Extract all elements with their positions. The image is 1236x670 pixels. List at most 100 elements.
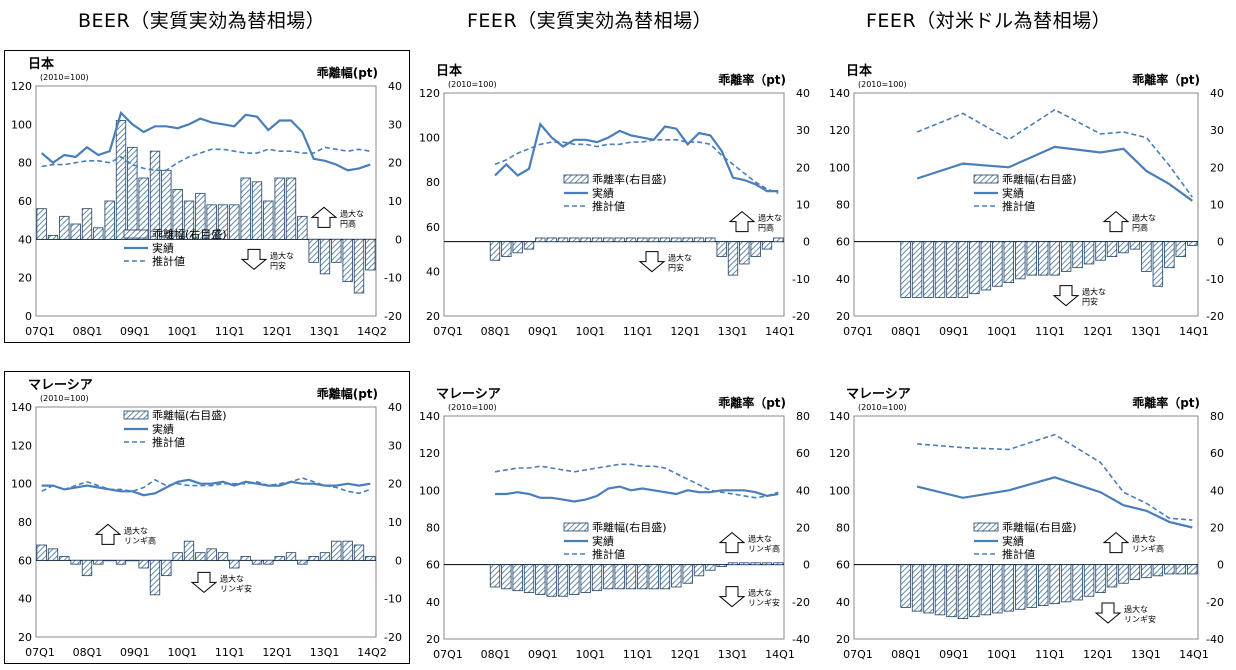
bar-mark bbox=[1152, 564, 1164, 577]
right-axis-tick-label: 20 bbox=[388, 157, 402, 170]
x-axis-tick-label: 10Q1 bbox=[575, 325, 605, 338]
x-axis-tick-label: 11Q1 bbox=[215, 325, 245, 338]
left-axis-tick-label: 60 bbox=[836, 236, 850, 249]
bar-mark bbox=[546, 237, 557, 243]
down-arrow-icon bbox=[1052, 285, 1080, 307]
chart-country-label: マレーシア bbox=[28, 378, 93, 393]
bar-mark bbox=[1003, 241, 1015, 283]
x-axis-tick-label: 13Q1 bbox=[718, 325, 748, 338]
annotation-label: 円安 bbox=[668, 263, 684, 273]
x-axis-tick-label: 14Q2 bbox=[357, 646, 387, 659]
x-axis-tick-label: 07Q1 bbox=[843, 325, 873, 338]
bar-mark bbox=[1060, 241, 1072, 272]
bar-mark bbox=[172, 552, 183, 561]
legend-bar-swatch bbox=[973, 522, 999, 532]
down-arrow-icon bbox=[240, 248, 268, 270]
right-axis-tick-label: 20 bbox=[1210, 161, 1224, 174]
bar-mark bbox=[1175, 241, 1187, 257]
right-axis-tick-label: 0 bbox=[803, 236, 810, 249]
legend-estimate-label: 推計値 bbox=[592, 547, 625, 561]
right-axis-tick-label: 30 bbox=[796, 124, 810, 137]
chart-feer-reer-japan: 日本 (2010=100) 乖離率（pt) 20 40 60 80 100 120 -20 -10 0… bbox=[412, 57, 818, 343]
bar-mark bbox=[580, 564, 591, 593]
legend-estimate-label: 推計値 bbox=[152, 435, 185, 449]
right-axis-tick-label: 30 bbox=[1210, 124, 1224, 137]
bar-mark bbox=[693, 237, 705, 243]
bar-mark bbox=[535, 564, 546, 595]
bar-mark bbox=[1095, 241, 1106, 261]
chart-country-label: マレーシア bbox=[436, 387, 501, 402]
right-axis-tick-label: -20 bbox=[1206, 596, 1224, 609]
bar-mark bbox=[1049, 564, 1060, 605]
bar-mark bbox=[263, 559, 274, 565]
bar-mark bbox=[625, 564, 637, 590]
x-axis-tick-label: 11Q1 bbox=[1035, 648, 1065, 661]
right-axis-tick-label: -10 bbox=[384, 593, 402, 606]
right-axis-tick-label: 40 bbox=[796, 87, 810, 100]
bar-mark bbox=[115, 120, 127, 240]
bar-mark bbox=[342, 238, 353, 282]
down-arrow-icon bbox=[190, 571, 218, 593]
plot-area bbox=[35, 406, 377, 638]
right-axis-tick-label: 80 bbox=[796, 410, 810, 423]
column-title-feer-reer: FEER（実質実効為替相場） bbox=[467, 10, 713, 32]
left-axis-tick-label: 80 bbox=[18, 516, 32, 529]
bar-mark bbox=[671, 564, 682, 588]
annotation-label: 過大な bbox=[1124, 604, 1148, 614]
bar-mark bbox=[36, 208, 47, 240]
bar-mark bbox=[1037, 241, 1049, 276]
chart-feer-reer-malaysia: マレーシア (2010=100) 乖離率（pt) 20 40 60 80 100 120 140 -… bbox=[412, 380, 818, 666]
left-axis-tick-label: 40 bbox=[18, 593, 32, 606]
bar-mark bbox=[1015, 241, 1026, 280]
left-axis-tick-label: 140 bbox=[11, 401, 32, 414]
bar-mark bbox=[969, 564, 980, 618]
bar-mark bbox=[251, 181, 263, 240]
legend-actual-label: 実績 bbox=[592, 534, 614, 548]
bar-mark bbox=[217, 552, 229, 561]
plot-area bbox=[443, 92, 785, 317]
bar-mark bbox=[911, 241, 923, 298]
left-axis-tick-label: 20 bbox=[836, 633, 850, 646]
legend-bar-label: 乖離幅(右目盛) bbox=[1002, 172, 1077, 186]
plot-area bbox=[853, 415, 1199, 640]
bar-mark bbox=[319, 238, 331, 275]
left-axis-tick-label: 40 bbox=[426, 596, 440, 609]
left-axis-tick-label: 20 bbox=[426, 633, 440, 646]
bar-mark bbox=[501, 241, 512, 257]
down-arrow-icon bbox=[638, 251, 666, 273]
bar-mark bbox=[591, 564, 603, 592]
right-axis-tick-label: 60 bbox=[796, 447, 810, 460]
actual-series-line bbox=[41, 478, 371, 497]
chart-svg: 日本(2010=100) 乖離率（pt)20406080100120140-20-… bbox=[829, 63, 1224, 338]
bar-mark bbox=[319, 552, 331, 561]
right-axis-tick-label: 0 bbox=[395, 233, 402, 246]
bar-mark bbox=[229, 559, 240, 569]
x-axis-tick-label: 12Q1 bbox=[670, 325, 700, 338]
x-axis-tick-label: 09Q1 bbox=[528, 648, 558, 661]
x-axis-tick-label: 07Q1 bbox=[433, 325, 463, 338]
bar-mark bbox=[659, 237, 671, 243]
right-axis-tick-label: 30 bbox=[388, 439, 402, 452]
right-axis-tick-label: -20 bbox=[384, 631, 402, 644]
panel-frame bbox=[4, 50, 410, 343]
legend-estimate-label: 推計値 bbox=[1002, 199, 1035, 213]
right-axis-tick-label: -10 bbox=[792, 273, 810, 286]
bar-mark bbox=[761, 241, 773, 250]
bar-mark bbox=[331, 238, 342, 263]
bar-mark bbox=[761, 562, 773, 566]
annotation-label: 過大な bbox=[220, 573, 244, 583]
right-axis-tick-label: -10 bbox=[384, 272, 402, 285]
right-axis-tick-label: 10 bbox=[1210, 199, 1224, 212]
bar-mark bbox=[183, 200, 195, 240]
bar-mark bbox=[1060, 564, 1072, 603]
bar-mark bbox=[900, 241, 911, 298]
left-axis-tick-label: 60 bbox=[18, 195, 32, 208]
left-axis-tick-label: 120 bbox=[11, 439, 32, 452]
x-axis-tick-label: 07Q1 bbox=[25, 646, 55, 659]
bar-mark bbox=[1003, 564, 1015, 612]
bar-mark bbox=[36, 544, 47, 561]
